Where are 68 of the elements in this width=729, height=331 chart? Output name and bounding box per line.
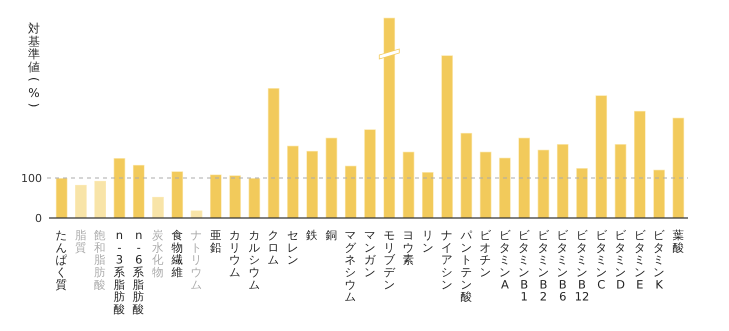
xlabel: ヨウ素 <box>402 228 415 267</box>
bar <box>518 138 530 218</box>
xlabel: ビタミンE <box>634 228 646 292</box>
xlabel: カリウム <box>229 228 242 280</box>
xlabel: ビタミンB2 <box>537 228 550 304</box>
bar <box>364 129 376 218</box>
bar <box>287 146 299 218</box>
xlabel: リン <box>422 228 434 254</box>
xlabel: パントテン酸 <box>460 228 472 304</box>
bar <box>229 175 241 218</box>
bar <box>634 110 646 218</box>
bar <box>499 158 511 218</box>
bar <box>75 184 87 218</box>
xlabel: セレン <box>286 228 299 267</box>
bar <box>56 178 68 218</box>
bar <box>326 138 338 218</box>
xlabel: マグネシウム <box>344 228 357 304</box>
bar <box>595 95 608 218</box>
xlabel: ナイアシン <box>441 228 454 292</box>
bar <box>344 166 357 218</box>
xlabel: ビタミンK <box>653 228 666 292</box>
bar <box>190 210 202 218</box>
xlabel: ビタミンB12 <box>574 228 590 304</box>
xlabel: 飽和脂肪酸 <box>94 228 106 292</box>
xlabel: ビタミンB1 <box>518 228 530 304</box>
xlabel: 銅 <box>325 228 338 242</box>
bar <box>402 152 414 218</box>
xlabel: 鉄 <box>306 228 318 242</box>
bar <box>132 164 145 218</box>
bar <box>480 152 492 218</box>
bar <box>248 178 260 218</box>
xlabel: モリブデン <box>383 228 396 292</box>
ylabel: 対基準値(%) <box>27 22 41 108</box>
y-tick-label: 100 <box>21 172 42 185</box>
bar <box>210 174 222 218</box>
xlabel: ビタミンB6 <box>556 228 569 304</box>
bar <box>152 196 164 218</box>
xlabel: 葉酸 <box>672 228 684 254</box>
xlabel: ビオチン <box>480 228 492 280</box>
xlabel: マンガン <box>364 228 376 280</box>
xlabel: カルシウム <box>248 228 260 292</box>
xlabel: 食物繊維 <box>171 228 184 280</box>
xlabel: n-3系脂肪酸 <box>113 228 126 316</box>
y-tick-label: 0 <box>35 212 42 225</box>
bar <box>441 55 453 218</box>
bar <box>614 144 626 218</box>
bar <box>653 170 665 218</box>
bar <box>422 172 434 218</box>
xlabel: たんぱく質 <box>56 228 68 292</box>
xlabel: ナトリウム <box>190 228 203 292</box>
bar <box>171 171 184 218</box>
bar <box>268 88 280 218</box>
bar <box>672 118 684 218</box>
bar <box>538 150 550 218</box>
xlabel: ビタミンA <box>498 228 511 292</box>
bar <box>114 158 126 218</box>
xlabel: 脂質 <box>74 228 87 254</box>
bar <box>556 144 569 218</box>
xlabel: 炭水化物 <box>152 228 164 280</box>
bar <box>460 132 472 218</box>
xlabel: ビタミンC <box>595 228 608 292</box>
bar <box>94 180 106 218</box>
bar <box>576 168 588 218</box>
xlabel: n-6系脂肪酸 <box>132 228 145 316</box>
bar <box>306 150 318 218</box>
xlabel: クロム <box>268 228 280 267</box>
xlabel: 亜鉛 <box>210 228 222 254</box>
xlabel: ビタミンD <box>614 228 627 292</box>
